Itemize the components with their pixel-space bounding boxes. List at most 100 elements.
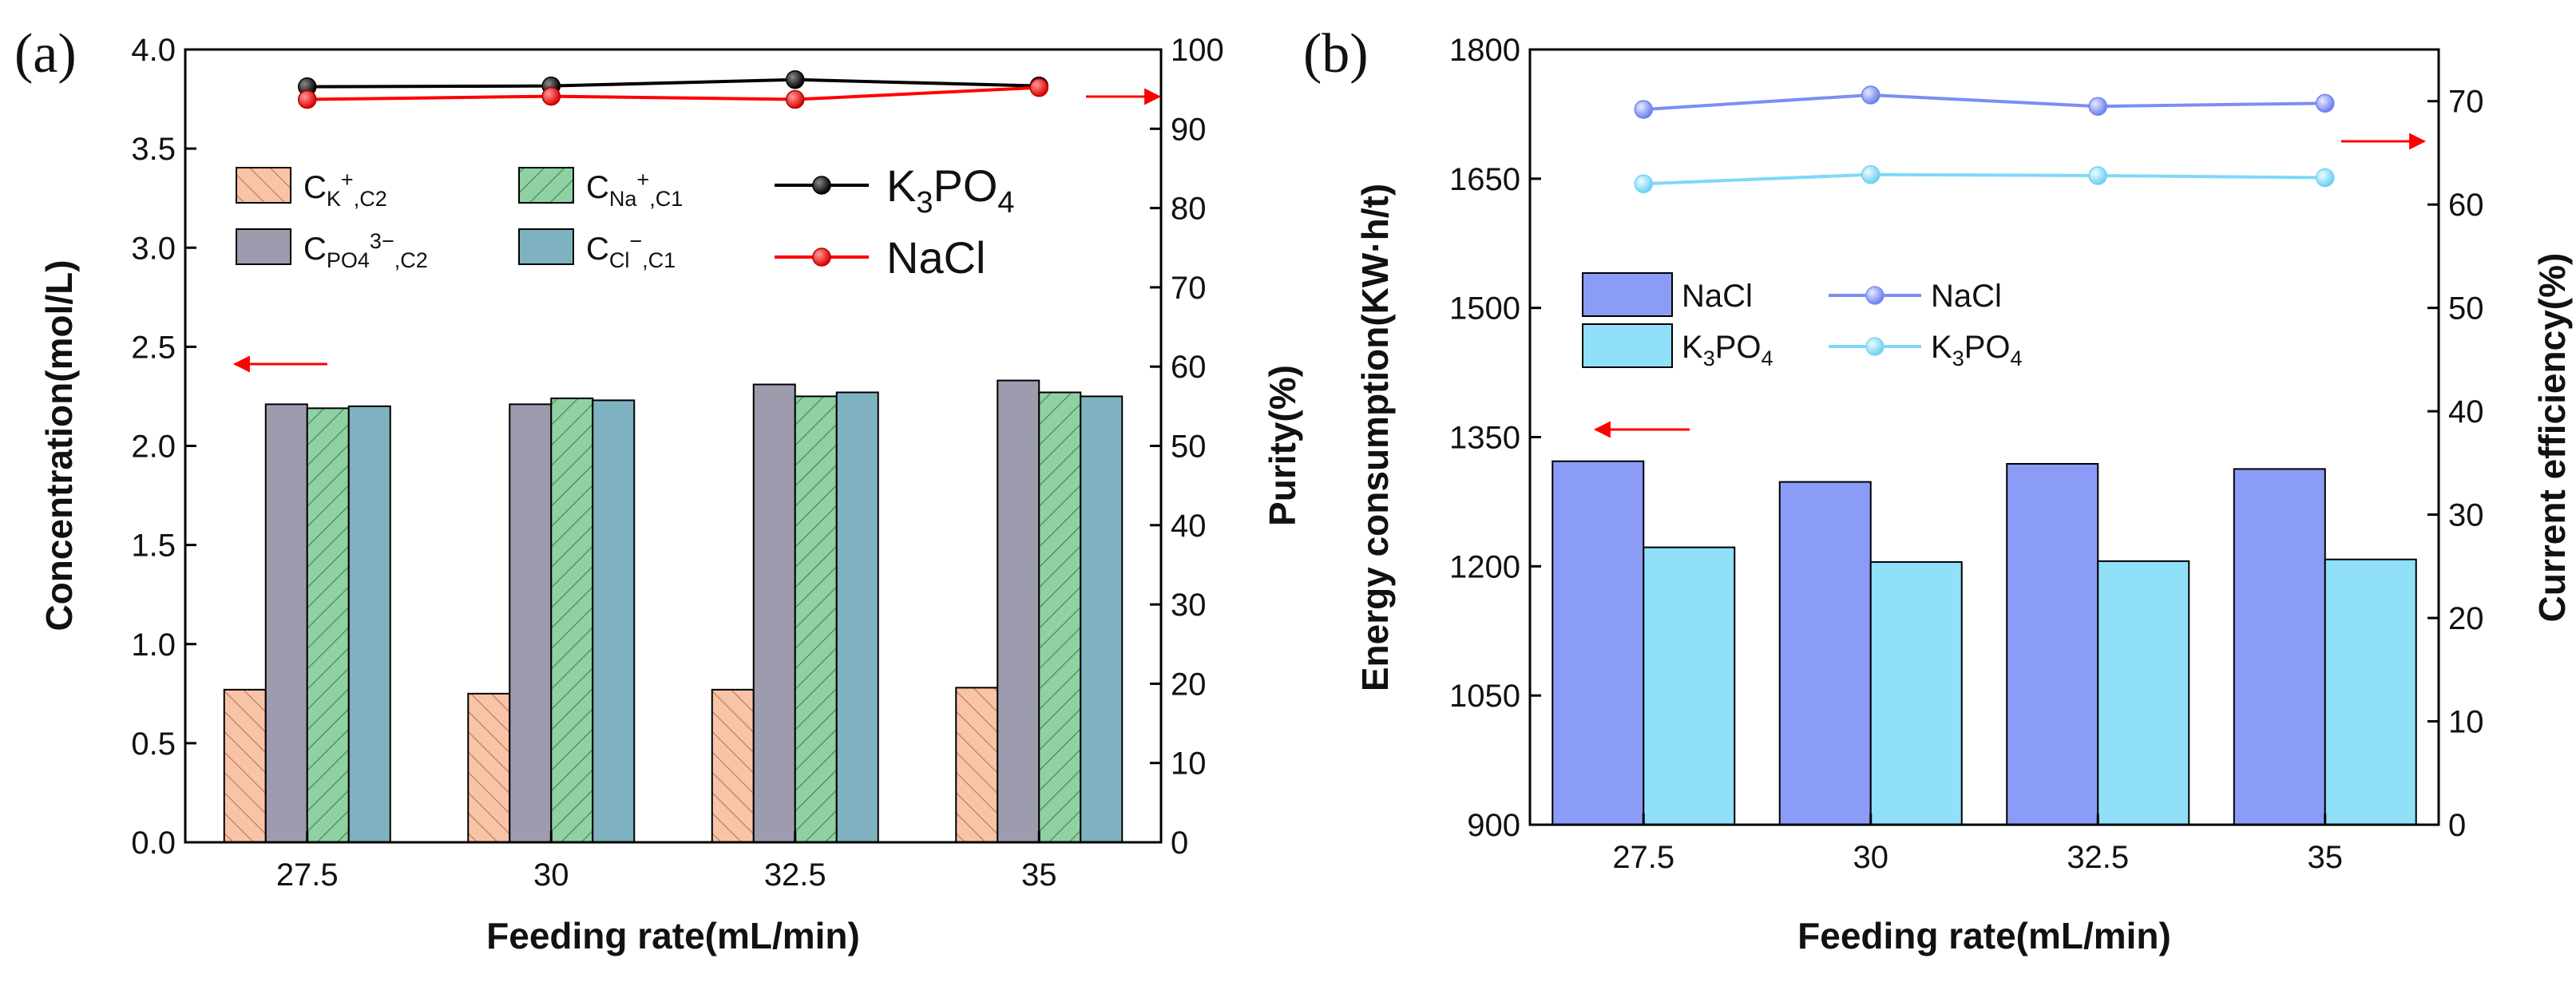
point-k3po4 bbox=[1634, 174, 1653, 194]
point-nacl bbox=[2316, 93, 2335, 113]
point-k3po4 bbox=[786, 69, 805, 89]
legend-marker bbox=[812, 247, 831, 267]
bar-c-k-c2 bbox=[223, 688, 267, 843]
panel-a-left-axis-ticks: 0.0 0.5 1.0 1.5 2.0 2.5 3.0 3.5 4.0 bbox=[131, 33, 196, 861]
left-axis-tick-label: 3.0 bbox=[131, 231, 176, 266]
x-axis-tick-label: 27.5 bbox=[1612, 840, 1674, 875]
x-axis-tick-label: 35 bbox=[1021, 857, 1057, 893]
right-axis-tick-label: 100 bbox=[1171, 33, 1224, 68]
right-axis-tick-label: 10 bbox=[1171, 746, 1207, 782]
right-axis-tick-label: 90 bbox=[1171, 112, 1207, 147]
bar-c-cl-c1 bbox=[1080, 395, 1124, 843]
bar-c-k-c2 bbox=[955, 687, 999, 843]
right-axis-tick-label: 20 bbox=[1171, 667, 1207, 702]
point-k3po4 bbox=[2316, 168, 2335, 188]
bar-c-na-c1 bbox=[1038, 391, 1082, 844]
right-axis-tick-label: 30 bbox=[1171, 588, 1207, 623]
left-axis-tick-label: 1200 bbox=[1449, 549, 1520, 584]
panel-a-x-axis-title: Feeding rate(mL/min) bbox=[486, 915, 860, 956]
right-axis-tick-label: 50 bbox=[1171, 430, 1207, 465]
line-nacl bbox=[307, 85, 1040, 101]
point-nacl bbox=[298, 89, 317, 109]
left-axis-tick-label: 1500 bbox=[1449, 291, 1520, 327]
legend-label: NaCl bbox=[886, 232, 985, 283]
panel-b-right-axis-title: Current efficiency(%) bbox=[2531, 253, 2573, 623]
right-axis-tick-label: 60 bbox=[2448, 188, 2484, 223]
left-axis-tick-label: 900 bbox=[1467, 808, 1520, 843]
panel-a-right-axis-title: Purity(%) bbox=[1262, 365, 1303, 526]
legend-marker bbox=[812, 176, 831, 195]
right-axis-tick-label: 40 bbox=[1171, 509, 1207, 544]
left-axis-tick-label: 3.5 bbox=[131, 132, 176, 167]
left-axis-tick-label: 2.0 bbox=[131, 430, 176, 465]
right-axis-tick-label: 40 bbox=[2448, 394, 2484, 430]
left-axis-tick-label: 1800 bbox=[1449, 33, 1520, 68]
panel-a: (a) 0.0 0.5 1.0 1.5 2.0 2.5 3.0 3.5 4.0 0 10 20 30 4… bbox=[14, 23, 1303, 956]
legend-marker bbox=[1865, 286, 1884, 305]
panel-a-left-axis-title: Concentration(mol/L) bbox=[38, 259, 80, 631]
legend-label: CPO43−,C2 bbox=[303, 229, 428, 272]
right-axis-tick-label: 0 bbox=[2448, 808, 2466, 843]
bar-c-po4-3-c2 bbox=[264, 403, 308, 843]
point-nacl bbox=[1029, 77, 1048, 97]
bar-nacl bbox=[1778, 481, 1872, 826]
legend-label: K3PO4 bbox=[1931, 330, 2023, 370]
bar-c-po4-3-c2 bbox=[752, 383, 796, 844]
legend-label: NaCl bbox=[1682, 279, 1753, 314]
right-axis-tick-label: 50 bbox=[2448, 291, 2484, 327]
legend-label: K3PO4 bbox=[1682, 330, 1773, 370]
panel-a-lines bbox=[298, 69, 1048, 109]
panel-b-bars bbox=[1552, 460, 2417, 826]
panel-b-left-axis-ticks: 900 1050 1200 1350 1500 1650 1800 bbox=[1449, 33, 1541, 843]
left-axis-tick-label: 1350 bbox=[1449, 421, 1520, 456]
bar-c-cl-c1 bbox=[835, 391, 879, 844]
point-nacl bbox=[1861, 85, 1880, 105]
legend-label: K3PO4 bbox=[886, 160, 1015, 220]
right-axis-tick-label: 10 bbox=[2448, 705, 2484, 740]
x-axis-tick-label: 30 bbox=[1853, 840, 1889, 875]
legend-swatch bbox=[236, 228, 291, 265]
panel-b: (b) 900 1050 1200 1350 1500 1650 1800 0 10 20 30 4… bbox=[1303, 23, 2573, 956]
legend-label: CNa+,C1 bbox=[586, 168, 683, 211]
x-axis-tick-label: 27.5 bbox=[276, 857, 339, 893]
panel-b-x-axis-title: Feeding rate(mL/min) bbox=[1797, 915, 2171, 956]
bar-c-cl-c1 bbox=[347, 405, 391, 844]
legend-swatch bbox=[236, 167, 291, 204]
left-axis-tick-label: 2.5 bbox=[131, 330, 176, 365]
panel-a-bars bbox=[223, 379, 1124, 844]
bar-nacl bbox=[2233, 468, 2326, 826]
panel-b-x-axis-ticks: 27.5 30 32.5 35 bbox=[1612, 814, 2343, 875]
bar-nacl bbox=[1552, 460, 1645, 826]
panel-a-x-axis-ticks: 27.5 30 32.5 35 bbox=[276, 831, 1057, 893]
line-nacl bbox=[1643, 93, 2325, 112]
left-axis-tick-label: 0.0 bbox=[131, 826, 176, 861]
panel-a-label: (a) bbox=[14, 23, 77, 85]
left-axis-tick-label: 1050 bbox=[1449, 679, 1520, 714]
x-axis-tick-label: 30 bbox=[533, 857, 569, 893]
bar-k3po4 bbox=[2324, 558, 2417, 826]
bar-k3po4 bbox=[1643, 546, 1736, 826]
point-k3po4 bbox=[2088, 166, 2107, 185]
bar-c-na-c1 bbox=[794, 395, 838, 843]
bar-k3po4 bbox=[2097, 560, 2190, 826]
right-axis-tick-label: 70 bbox=[2448, 85, 2484, 120]
legend-swatch bbox=[1582, 272, 1673, 317]
point-k3po4 bbox=[1861, 164, 1880, 184]
panel-b-lines bbox=[1634, 85, 2335, 194]
x-axis-tick-label: 32.5 bbox=[2067, 840, 2129, 875]
panel-a-right-axis-ticks: 0 10 20 30 40 50 60 70 80 90 100 bbox=[1150, 33, 1224, 861]
bar-c-po4-3-c2 bbox=[509, 403, 553, 843]
point-nacl bbox=[1634, 100, 1653, 119]
panel-b-label: (b) bbox=[1303, 23, 1369, 85]
bar-c-na-c1 bbox=[550, 397, 594, 844]
bar-c-po4-3-c2 bbox=[997, 379, 1040, 843]
point-nacl bbox=[786, 89, 805, 109]
left-axis-tick-label: 1.0 bbox=[131, 628, 176, 663]
left-axis-tick-label: 4.0 bbox=[131, 33, 176, 68]
legend-marker bbox=[1865, 337, 1884, 356]
panel-b-left-axis-title: Energy consumption(KW·h/t) bbox=[1354, 184, 1396, 691]
right-axis-tick-label: 70 bbox=[1171, 271, 1207, 306]
line-k3po4 bbox=[1643, 172, 2325, 186]
right-axis-tick-label: 60 bbox=[1171, 350, 1207, 385]
